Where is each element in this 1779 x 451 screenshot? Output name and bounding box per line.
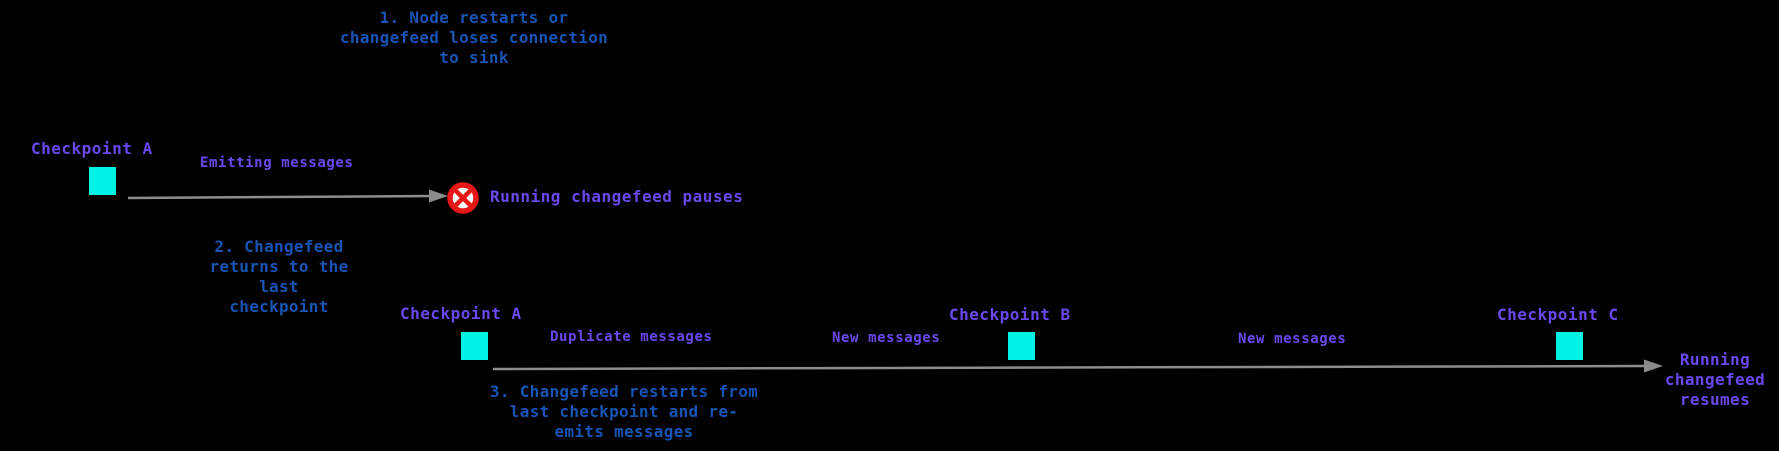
new-messages-1-label: New messages <box>832 330 941 346</box>
step-2-note: 2. Changefeed returns to the last checkp… <box>209 237 349 316</box>
timeline-1-arrow <box>127 189 448 203</box>
changefeed-paused-error-icon <box>447 182 479 214</box>
timeline2-checkpoint-b-label: Checkpoint B <box>949 305 1071 324</box>
timeline2-checkpoint-b-marker <box>1008 332 1035 360</box>
running-changefeed-resumes-label: Running changefeed resumes <box>1664 350 1766 409</box>
timeline1-checkpoint-a-marker <box>89 167 116 195</box>
step-3-note: 3. Changefeed restarts from last checkpo… <box>489 382 759 441</box>
timeline2-checkpoint-c-marker <box>1556 332 1583 360</box>
emitting-messages-label: Emitting messages <box>200 155 354 171</box>
timeline2-checkpoint-c-label: Checkpoint C <box>1497 305 1619 324</box>
timeline2-checkpoint-a-marker <box>461 332 488 360</box>
new-messages-2-label: New messages <box>1238 331 1347 347</box>
timeline1-checkpoint-a-label: Checkpoint A <box>31 139 153 158</box>
step-1-note: 1. Node restarts or changefeed loses con… <box>339 8 609 67</box>
timeline2-checkpoint-a-label: Checkpoint A <box>400 304 522 323</box>
running-changefeed-pauses-label: Running changefeed pauses <box>490 187 744 206</box>
timeline-2-arrow <box>492 359 1663 373</box>
duplicate-messages-label: Duplicate messages <box>550 329 713 345</box>
